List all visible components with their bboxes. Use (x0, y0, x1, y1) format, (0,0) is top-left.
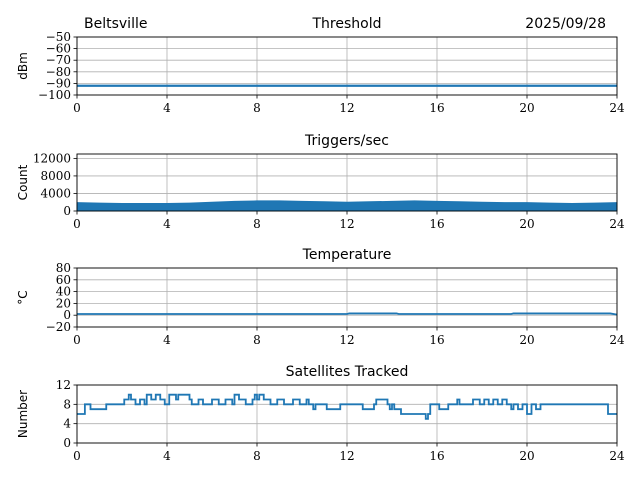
threshold-title: Threshold (312, 16, 382, 32)
threshold-axes-frame (76, 36, 618, 96)
triggers-xtick-label: 8 (253, 217, 261, 231)
satellites-xtick-label: 8 (253, 449, 261, 463)
temperature-xtick-label: 16 (429, 333, 444, 347)
satellites-ytick-label: 12 (56, 378, 71, 392)
satellites-xtick-label: 20 (519, 449, 534, 463)
satellites-xtick-label: 0 (73, 449, 81, 463)
threshold-xtick-label: 20 (519, 101, 534, 115)
triggers-xtick-label: 12 (339, 217, 354, 231)
threshold-xtick-label: 24 (609, 101, 625, 115)
temperature-ylabel: °C (16, 290, 30, 304)
triggers-xtick-label: 0 (73, 217, 81, 231)
satellites-ytick-label: 8 (63, 397, 71, 411)
satellites-ytick-label: 0 (63, 436, 71, 450)
satellites-xtick-label: 16 (429, 449, 444, 463)
satellites-title: Satellites Tracked (286, 364, 409, 380)
triggers-xtick-label: 16 (429, 217, 444, 231)
temperature-xtick-label: 12 (339, 333, 354, 347)
threshold-xtick-label: 0 (73, 101, 81, 115)
temperature-ytick-label: −20 (46, 320, 71, 334)
satellites-panel: Satellites Tracked Number 0 4 8 12 16 20 24 12 8 4 0 (16, 364, 625, 463)
temperature-ytick-label: 80 (56, 261, 71, 275)
satellites-ylabel: Number (16, 390, 30, 438)
chart-panels: Threshold dBm 0 4 8 12 16 20 24 −50−60−70−80−90−1… (16, 16, 625, 463)
triggers-xtick-label: 4 (163, 217, 171, 231)
temperature-xtick-label: 0 (73, 333, 81, 347)
station-name: Beltsville (84, 16, 147, 32)
triggers-panel: Triggers/sec Count 0 4 8 12 16 20 24 12000 8000 400… (16, 133, 625, 231)
triggers-ytick-label: 12000 (33, 151, 71, 165)
satellites-axes-frame (76, 384, 618, 444)
threshold-ytick-label: −90 (46, 76, 71, 90)
temperature-xtick-label: 24 (609, 333, 625, 347)
triggers-title: Triggers/sec (304, 133, 389, 149)
threshold-ytick-label: −70 (46, 53, 71, 67)
threshold-xtick-label: 12 (339, 101, 354, 115)
satellites-xtick-label: 12 (339, 449, 354, 463)
triggers-axes-frame (76, 153, 618, 212)
threshold-xtick-label: 8 (253, 101, 261, 115)
threshold-ytick-label: −50 (46, 30, 71, 44)
threshold-panel: Threshold dBm 0 4 8 12 16 20 24 −50−60−70−80−90−1… (16, 16, 625, 115)
temperature-ytick-label: 60 (56, 273, 71, 287)
triggers-ytick-label: 4000 (40, 186, 71, 200)
satellites-ytick-label: 4 (63, 417, 71, 431)
report-date: 2025/09/28 (525, 16, 606, 32)
triggers-xtick-label: 24 (609, 217, 625, 231)
temperature-ytick-label: 40 (56, 285, 71, 299)
satellites-xtick-label: 4 (163, 449, 171, 463)
temperature-axes-frame (76, 267, 618, 328)
threshold-ytick-label: −60 (46, 42, 71, 56)
temperature-xtick-label: 20 (519, 333, 534, 347)
threshold-ytick-label: −100 (38, 88, 71, 102)
threshold-xtick-label: 4 (163, 101, 171, 115)
triggers-ylabel: Count (16, 164, 30, 200)
triggers-xtick-label: 20 (519, 217, 534, 231)
threshold-xtick-label: 16 (429, 101, 444, 115)
triggers-series-area (76, 200, 618, 212)
temperature-xtick-label: 4 (163, 333, 171, 347)
triggers-ytick-label: 8000 (40, 169, 71, 183)
temperature-xtick-label: 8 (253, 333, 261, 347)
triggers-ytick-label: 0 (63, 204, 71, 218)
threshold-ytick-label: −80 (46, 65, 71, 79)
temperature-series-line (77, 312, 618, 316)
satellites-xtick-label: 24 (609, 449, 625, 463)
temperature-title: Temperature (302, 247, 392, 263)
temperature-ytick-label: 0 (63, 308, 71, 322)
temperature-ytick-label: 20 (56, 296, 71, 310)
threshold-ylabel: dBm (16, 52, 30, 80)
satellites-series-line (77, 393, 617, 420)
